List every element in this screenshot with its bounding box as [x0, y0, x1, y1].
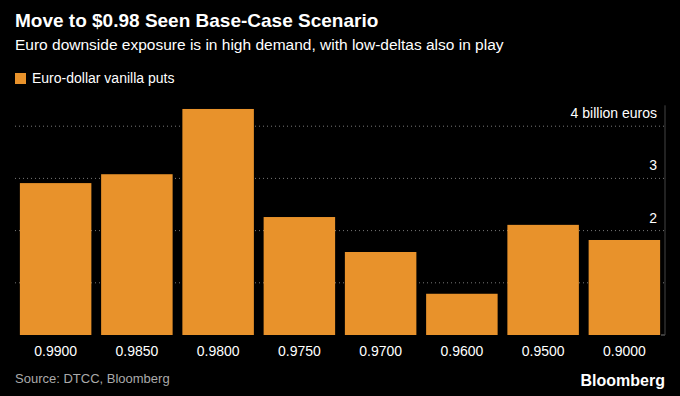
source: Source: DTCC, Bloomberg: [15, 371, 170, 386]
grid-line: [15, 126, 665, 127]
x-tick-label: 0.9000: [603, 343, 646, 359]
y-tick-label: 2: [649, 210, 657, 226]
chart: Move to $0.98 Seen Base-Case Scenario Eur…: [0, 0, 680, 396]
x-tick-label: 0.9800: [197, 343, 240, 359]
tick-mark: [661, 335, 665, 336]
x-tick-label: 0.9600: [440, 343, 483, 359]
subtitle: Euro downside exposure is in high demand…: [15, 36, 504, 53]
bar: [426, 294, 498, 335]
bars: [20, 109, 660, 335]
x-tick-label: 0.9850: [115, 343, 158, 359]
legend-swatch: [15, 73, 26, 84]
page: {"chart_data": {"type": "bar", "title": …: [0, 0, 680, 396]
legend-label: Euro-dollar vanilla puts: [32, 70, 174, 86]
bar: [589, 240, 661, 335]
background: [0, 0, 680, 396]
bar: [345, 252, 417, 335]
bar: [507, 225, 579, 335]
x-tick-label: 0.9750: [278, 343, 321, 359]
bar: [264, 217, 336, 335]
brand: Bloomberg: [581, 372, 665, 389]
x-tick-label: 0.9500: [522, 343, 565, 359]
bar: [20, 183, 92, 335]
bar: [101, 174, 173, 335]
y-axis-line: [665, 105, 666, 335]
x-tick-label: 0.9900: [34, 343, 77, 359]
y-tick-label: 4 billion euros: [571, 105, 657, 121]
title: Move to $0.98 Seen Base-Case Scenario: [15, 10, 378, 31]
y-tick-label: 3: [649, 157, 657, 173]
bar: [182, 109, 254, 335]
x-tick-label: 0.9700: [359, 343, 402, 359]
